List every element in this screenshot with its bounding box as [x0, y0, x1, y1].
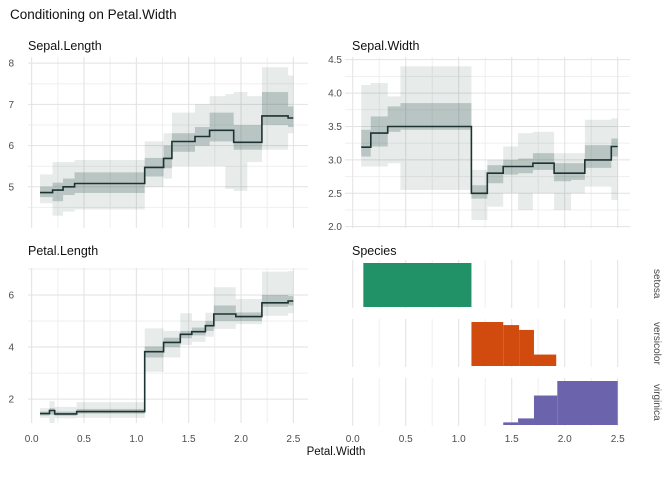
row-versicolor	[352, 319, 619, 367]
y-tick-label: 8	[8, 59, 14, 70]
x-tick-label: 2.0	[558, 434, 572, 445]
y-tick-label: 4.0	[328, 89, 342, 100]
x-tick-label: 1.5	[182, 434, 196, 445]
histogram-bar	[533, 354, 557, 366]
y-tick-label: 3.0	[328, 155, 342, 166]
y-tick-label: 5	[8, 182, 14, 193]
x-tick-label: 2.5	[611, 434, 625, 445]
histogram-bar	[471, 322, 504, 366]
y-tick-label: 2	[8, 395, 14, 406]
y-tick-label: 6	[8, 141, 14, 152]
panel-title-sepal-length: Sepal.Length	[28, 39, 102, 53]
panel-petal-length: 2 4 6 0.0 0.5 1.0 1.5 2.0 2.5	[8, 268, 308, 445]
x-tick-label: 1.0	[452, 434, 466, 445]
strip-label-setosa: setosa	[651, 269, 662, 299]
histogram-bar	[363, 263, 472, 307]
histogram-bar	[503, 422, 519, 425]
x-tick-label: 0.5	[399, 434, 413, 445]
panel-species: 0.0 0.5 1.0 1.5 2.0 2.5	[346, 260, 625, 445]
x-tick-label: 1.0	[129, 434, 143, 445]
x-tick-label: 0.0	[346, 434, 360, 445]
strip-label-virginica: virginica	[651, 383, 662, 421]
y-tick-label: 7	[8, 100, 14, 111]
x-tick-label: 0.0	[25, 434, 39, 445]
histogram-bar	[519, 329, 534, 366]
histogram-bar	[533, 395, 558, 425]
y-tick-label: 2.0	[328, 222, 342, 233]
panel-title-petal-length: Petal.Length	[28, 244, 99, 258]
row-virginica	[352, 378, 619, 426]
figure-title: Conditioning on Petal.Width	[10, 7, 177, 22]
outer-band	[40, 271, 294, 423]
y-tick-label: 3.5	[328, 122, 342, 133]
histogram-bar	[518, 418, 534, 425]
panel-sepal-length: 5 6 7 8	[8, 57, 308, 228]
step-line	[40, 300, 294, 415]
x-tick-labels: 0.0 0.5 1.0 1.5 2.0 2.5	[346, 434, 625, 445]
x-tick-label: 2.0	[234, 434, 248, 445]
step-line	[40, 115, 294, 194]
y-tick-labels: 2 4 6	[8, 291, 14, 406]
x-tick-label: 0.5	[77, 434, 91, 445]
x-tick-label: 2.5	[286, 434, 300, 445]
panel-sepal-width: 2.0 2.5 3.0 3.5 4.0 4.5	[328, 55, 630, 233]
panel-title-species: Species	[352, 244, 397, 258]
x-axis-label: Petal.Width	[306, 446, 366, 458]
inner-band	[361, 103, 618, 199]
y-tick-label: 2.5	[328, 189, 342, 200]
y-tick-label: 4	[8, 343, 14, 354]
y-tick-labels: 5 6 7 8	[8, 59, 14, 194]
x-tick-label: 1.5	[505, 434, 519, 445]
step-line	[361, 125, 618, 195]
strip-label-versicolor: versicolor	[651, 321, 662, 365]
gridlines	[28, 268, 308, 423]
y-tick-label: 4.5	[328, 55, 342, 66]
y-tick-label: 6	[8, 291, 14, 302]
histogram-bar	[503, 325, 520, 366]
histogram-bar	[557, 381, 618, 425]
x-tick-labels: 0.0 0.5 1.0 1.5 2.0 2.5	[25, 434, 301, 445]
panel-title-sepal-width: Sepal.Width	[352, 39, 420, 53]
row-setosa	[352, 260, 619, 308]
y-tick-labels: 2.0 2.5 3.0 3.5 4.0 4.5	[328, 55, 342, 233]
